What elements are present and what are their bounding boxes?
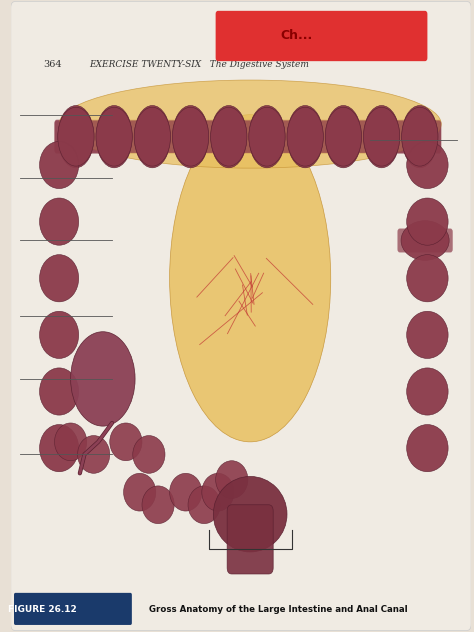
Ellipse shape: [170, 473, 202, 511]
FancyBboxPatch shape: [55, 121, 441, 153]
Ellipse shape: [401, 107, 438, 166]
Text: 364: 364: [43, 61, 62, 70]
Ellipse shape: [188, 486, 220, 524]
Ellipse shape: [173, 106, 209, 168]
Ellipse shape: [39, 312, 79, 358]
Ellipse shape: [407, 368, 448, 415]
Ellipse shape: [58, 106, 94, 168]
Ellipse shape: [78, 435, 110, 473]
Ellipse shape: [287, 106, 323, 168]
Ellipse shape: [249, 106, 285, 168]
Text: FIGURE 26.12: FIGURE 26.12: [8, 605, 76, 614]
FancyBboxPatch shape: [216, 11, 428, 61]
Ellipse shape: [142, 486, 174, 524]
FancyBboxPatch shape: [55, 119, 441, 154]
Ellipse shape: [39, 425, 79, 471]
Ellipse shape: [287, 107, 323, 166]
Text: Gross Anatomy of the Large Intestine and Anal Canal: Gross Anatomy of the Large Intestine and…: [149, 605, 408, 614]
Ellipse shape: [133, 435, 165, 473]
Ellipse shape: [39, 142, 79, 188]
Ellipse shape: [216, 461, 248, 499]
Ellipse shape: [213, 477, 287, 552]
Ellipse shape: [407, 198, 448, 245]
Ellipse shape: [58, 107, 94, 166]
Ellipse shape: [249, 107, 285, 166]
Ellipse shape: [39, 368, 79, 415]
Ellipse shape: [96, 107, 132, 166]
Ellipse shape: [59, 80, 441, 168]
Ellipse shape: [134, 106, 171, 168]
Ellipse shape: [407, 425, 448, 471]
Ellipse shape: [71, 332, 135, 426]
Ellipse shape: [364, 107, 400, 166]
Ellipse shape: [210, 107, 247, 166]
FancyBboxPatch shape: [14, 593, 132, 625]
Ellipse shape: [96, 106, 132, 168]
Ellipse shape: [407, 312, 448, 358]
Ellipse shape: [325, 107, 362, 166]
FancyBboxPatch shape: [227, 505, 273, 574]
FancyBboxPatch shape: [398, 229, 453, 252]
Ellipse shape: [401, 221, 449, 260]
Ellipse shape: [39, 198, 79, 245]
Ellipse shape: [407, 142, 448, 188]
FancyBboxPatch shape: [11, 1, 471, 631]
Ellipse shape: [173, 107, 209, 166]
Ellipse shape: [110, 423, 142, 461]
Ellipse shape: [134, 107, 171, 166]
Ellipse shape: [39, 255, 79, 302]
Ellipse shape: [401, 106, 438, 168]
Ellipse shape: [170, 114, 331, 442]
Ellipse shape: [55, 423, 87, 461]
Ellipse shape: [202, 473, 234, 511]
Text: EXERCISE TWENTY-SIX   The Digestive System: EXERCISE TWENTY-SIX The Digestive System: [89, 61, 309, 70]
Text: Ch...: Ch...: [280, 30, 312, 42]
Ellipse shape: [364, 106, 400, 168]
Ellipse shape: [325, 106, 362, 168]
Ellipse shape: [210, 106, 247, 168]
Ellipse shape: [124, 473, 156, 511]
Ellipse shape: [407, 255, 448, 302]
